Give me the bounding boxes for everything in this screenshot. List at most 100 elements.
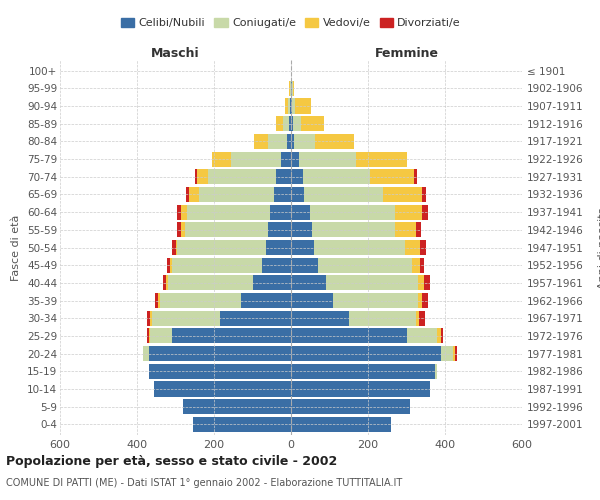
Bar	[291, 222, 312, 238]
Bar	[151, 310, 291, 326]
Bar	[270, 204, 291, 220]
Bar	[291, 204, 422, 220]
Bar	[291, 399, 410, 414]
Bar	[266, 240, 291, 255]
Bar	[291, 364, 437, 379]
Bar	[212, 152, 291, 166]
Bar	[291, 382, 430, 396]
Bar	[291, 328, 437, 344]
Bar	[291, 169, 417, 184]
Bar	[291, 417, 391, 432]
Bar	[291, 222, 421, 238]
Bar	[154, 382, 291, 396]
Text: COMUNE DI PATTI (ME) - Dati ISTAT 1° gennaio 2002 - Elaborazione TUTTITALIA.IT: COMUNE DI PATTI (ME) - Dati ISTAT 1° gen…	[6, 478, 402, 488]
Bar	[291, 187, 383, 202]
Bar	[262, 258, 291, 272]
Bar	[151, 328, 291, 344]
Bar	[178, 222, 291, 238]
Bar	[283, 116, 291, 131]
Bar	[152, 310, 291, 326]
Bar	[158, 293, 291, 308]
Bar	[291, 152, 407, 166]
Bar	[183, 399, 291, 414]
Bar	[291, 169, 370, 184]
Bar	[181, 222, 291, 238]
Text: Popolazione per età, sesso e stato civile - 2002: Popolazione per età, sesso e stato civil…	[6, 454, 337, 468]
Bar	[241, 293, 291, 308]
Bar	[291, 204, 395, 220]
Bar	[163, 276, 291, 290]
Bar	[291, 382, 430, 396]
Bar	[290, 81, 291, 96]
Bar	[172, 328, 291, 344]
Bar	[291, 346, 455, 361]
Bar	[149, 364, 291, 379]
Bar	[149, 364, 291, 379]
Bar	[291, 417, 391, 432]
Bar	[195, 169, 291, 184]
Bar	[291, 258, 420, 272]
Bar	[291, 417, 391, 432]
Bar	[291, 81, 293, 96]
Bar	[197, 169, 291, 184]
Bar	[287, 134, 291, 149]
Bar	[285, 98, 291, 114]
Bar	[232, 152, 291, 166]
Bar	[289, 98, 291, 114]
Bar	[291, 98, 311, 114]
Bar	[291, 169, 414, 184]
Bar	[291, 364, 437, 379]
Bar	[291, 276, 424, 290]
Bar	[291, 152, 356, 166]
Bar	[291, 346, 441, 361]
Bar	[291, 382, 430, 396]
Bar	[189, 187, 291, 202]
Bar	[168, 276, 291, 290]
Bar	[285, 98, 291, 114]
Bar	[291, 240, 420, 255]
Bar	[291, 293, 422, 308]
Bar	[291, 382, 430, 396]
Bar	[291, 152, 407, 166]
Bar	[274, 187, 291, 202]
Bar	[199, 187, 291, 202]
Bar	[291, 328, 441, 344]
Bar	[291, 187, 422, 202]
Bar	[291, 240, 426, 255]
Bar	[291, 293, 418, 308]
Bar	[146, 328, 291, 344]
Bar	[291, 98, 292, 114]
Bar	[183, 399, 291, 414]
Bar	[291, 222, 416, 238]
Bar	[291, 346, 457, 361]
Y-axis label: Anni di nascita: Anni di nascita	[598, 206, 600, 289]
Bar	[193, 417, 291, 432]
Bar	[166, 276, 291, 290]
Bar	[291, 169, 302, 184]
Bar	[220, 310, 291, 326]
Bar	[291, 328, 407, 344]
Bar	[291, 116, 324, 131]
Bar	[291, 346, 453, 361]
Bar	[291, 240, 314, 255]
Bar	[268, 134, 291, 149]
Bar	[170, 258, 291, 272]
Bar	[291, 258, 424, 272]
Bar	[253, 276, 291, 290]
Bar	[291, 399, 410, 414]
Bar	[275, 116, 291, 131]
Bar	[172, 258, 291, 272]
Bar	[176, 204, 291, 220]
Text: Femmine: Femmine	[374, 47, 439, 60]
Bar	[183, 399, 291, 414]
Bar	[289, 81, 291, 96]
Bar	[160, 293, 291, 308]
Bar	[291, 116, 301, 131]
Bar	[291, 81, 295, 96]
Bar	[154, 382, 291, 396]
Bar	[290, 98, 291, 114]
Bar	[291, 204, 310, 220]
Bar	[291, 258, 412, 272]
Bar	[291, 134, 354, 149]
Bar	[254, 134, 291, 149]
